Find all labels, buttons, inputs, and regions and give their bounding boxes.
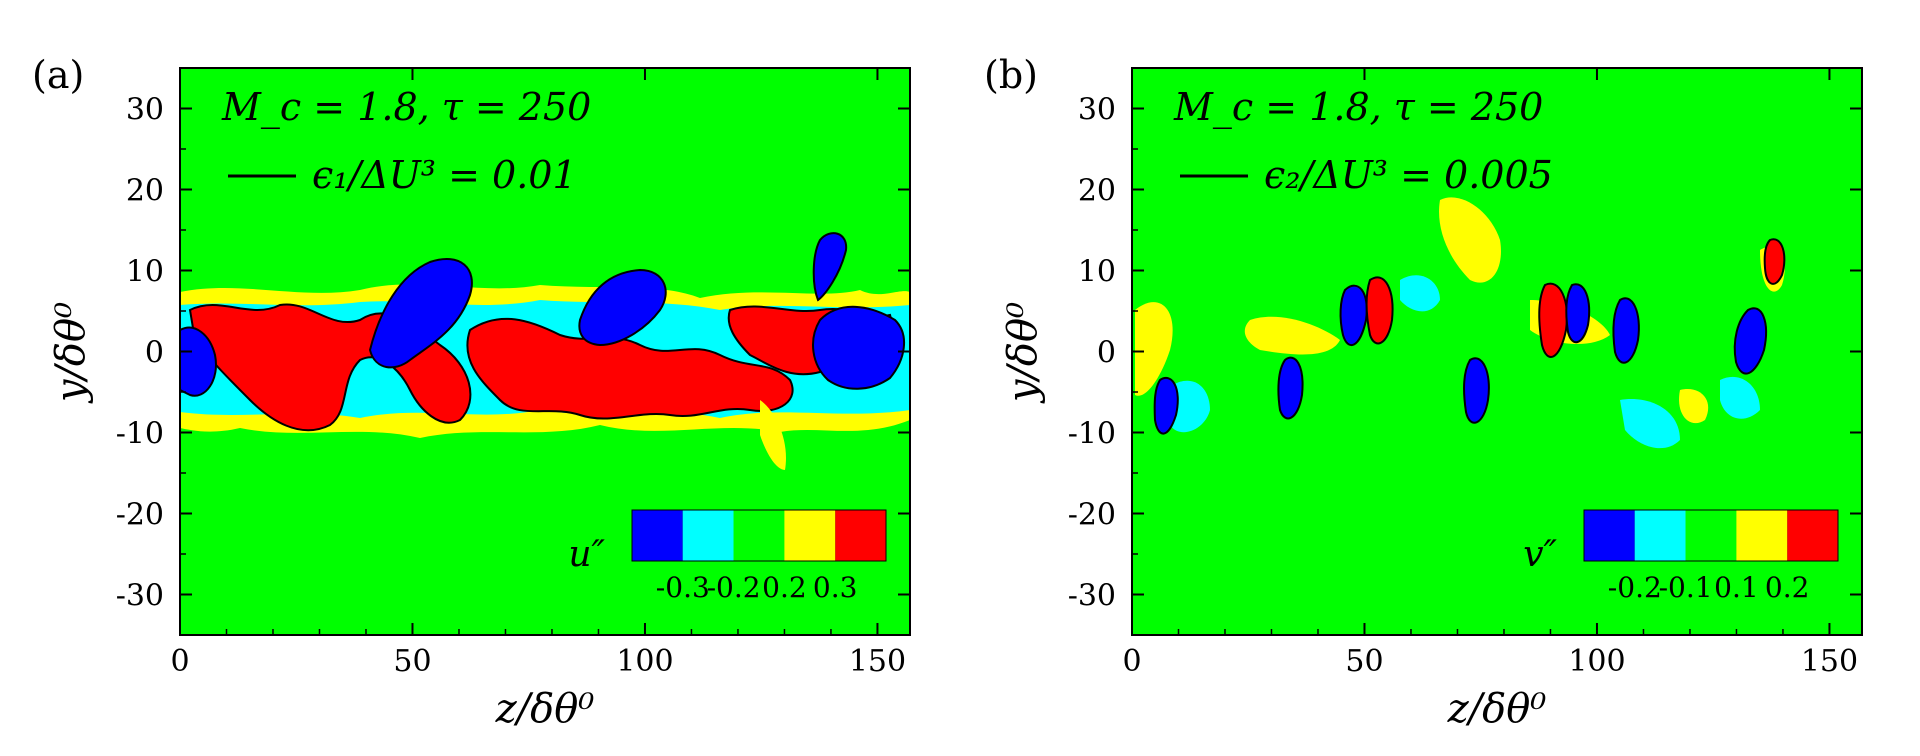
panel-b-colorbar-swatch [1787,510,1838,561]
panel-a-y-tick-label: 30 [126,93,164,128]
panel-b-blue-streak-7 [1733,307,1768,375]
panel-a-annotation: M_c = 1.8, τ = 250 [221,85,591,130]
panel-b-red-streak-3 [1763,238,1786,285]
panel-a-blue-structure-3 [578,268,667,347]
panel-b-x-ticks: 0 50 100 150 [1122,68,1858,679]
panel-b-x-tick-label: 50 [1345,644,1383,679]
panel-b-colorbar-level-label: 0.1 [1714,571,1759,604]
panel-a-colorbar-swatch [784,510,836,561]
panel-b-legend-label: ϵ₂/ΔU³ = 0.005 [1264,153,1553,197]
panel-a-colorbar-frame [631,509,887,562]
panel-a-colorbar-swatch [682,510,734,561]
panel-a-x-tick-label: 100 [616,644,673,679]
panel-a-blue-plume [812,232,848,302]
panel-a-colorbar-swatch [733,510,785,561]
panel-b-label: (b) [984,53,1038,97]
panel-b-colorbar-frame [1583,509,1839,562]
panel-b-red-streak [1365,276,1394,345]
panel-b-colorbar-level-label: -0.2 [1608,571,1662,604]
panel-b-colorbar-swatch [1634,510,1686,561]
panel-b-y-ticks: 30 20 10 0 -10 -20 -30 [1068,67,1862,636]
panel-b-blue-streak-5 [1565,283,1591,344]
panel-b-blue-streak [1153,377,1179,435]
panel-a-xlabel: z/δθ⁰ [495,686,595,732]
panel-a-blue-structure-2 [368,258,473,369]
panel-a-ylabel: y/δθ⁰ [48,302,94,404]
panel-b-x-tick-label: 100 [1568,644,1625,679]
panel-b-x-tick-label: 150 [1801,644,1858,679]
panel-b-yellow-blob-5 [1679,389,1709,424]
panel-a-colorbar-swatch [835,510,886,561]
panel-a-y-ticks: 30 20 10 0 -10 -20 -30 [116,67,910,636]
panel-b-colorbar: -0.2-0.1 0.1 0.2 [1583,509,1839,604]
panel-b-colorbar-level-label: -0.1 [1659,571,1713,604]
panel-a-y-tick-label: -30 [116,579,164,614]
panel-b-yellow-blob [1439,197,1501,283]
panel-b-blue-streak-6 [1612,297,1640,364]
panel-b-colorbar-swatch [1685,510,1737,561]
panel-a-colorbar-level-label: -0.3 [656,571,710,604]
panel-a-colorbar-level-label: 0.3 [813,571,858,604]
panel-b-y-tick-label: 0 [1097,336,1116,371]
panel-a-yellow-plume [760,400,786,470]
panel-b-blue-streak-3 [1339,284,1368,347]
panel-b-y-tick-label: 10 [1078,255,1116,290]
panel-b-yellow-blob-3 [1244,316,1340,355]
panel-b-colorbar-variable: v″ [1523,534,1557,575]
panel-b-y-tick-label: -20 [1068,498,1116,533]
panel-b-xlabel: z/δθ⁰ [1447,686,1547,732]
panel-a-field [180,232,910,470]
panel-b-blue-streak-2 [1277,356,1304,420]
panel-a-y-tick-label: 0 [145,336,164,371]
panel-a-colorbar-level-label: 0.2 [762,571,807,604]
panel-a-colorbar-variable: u″ [568,534,605,575]
panel-b-cyan-blob-4 [1720,376,1760,419]
panel-a-colorbar-swatch [632,510,683,561]
panel-b-ylabel: y/δθ⁰ [1000,302,1046,404]
panel-b-y-tick-label: 20 [1078,174,1116,209]
panel-a-x-tick-label: 0 [170,644,189,679]
panel-a-colorbar-level-label: -0.2 [707,571,761,604]
panel-a-y-tick-label: -10 [116,417,164,452]
panel-b-y-tick-label: -30 [1068,579,1116,614]
panel-a-x-ticks: 0 50 100 150 [170,68,906,679]
panel-b-colorbar-swatch [1736,510,1788,561]
panel-b-cyan-blob-3 [1620,399,1680,449]
panel-b-red-streak-2 [1538,282,1568,358]
panel-a-blue-structure [180,326,217,397]
panel-b-yellow-blob-2 [1135,302,1173,396]
panel-a-colorbar: -0.3-0.2 0.2 0.3 [631,509,887,604]
panel-a-blue-structure-4 [812,305,906,390]
panel-a-x-tick-label: 50 [393,644,431,679]
panel-a-y-tick-label: -20 [116,498,164,533]
panel-a-y-tick-label: 10 [126,255,164,290]
panel-a-y-tick-label: 20 [126,174,164,209]
panel-b-x-tick-label: 0 [1122,644,1141,679]
panel-b-colorbar-level-label: 0.2 [1765,571,1810,604]
panel-b-field [1135,197,1786,449]
panel-a-label: (a) [32,53,84,97]
panel-b-annotation: M_c = 1.8, τ = 250 [1173,85,1543,130]
panel-a-legend-label: ϵ₁/ΔU³ = 0.01 [312,153,577,197]
panel-b-y-tick-label: -10 [1068,417,1116,452]
panel-b-cyan-blob-2 [1400,275,1440,312]
panel-b-blue-streak-4 [1463,357,1490,424]
panel-b-y-tick-label: 30 [1078,93,1116,128]
panel-b-colorbar-swatch [1584,510,1635,561]
panel-a-x-tick-label: 150 [849,644,906,679]
